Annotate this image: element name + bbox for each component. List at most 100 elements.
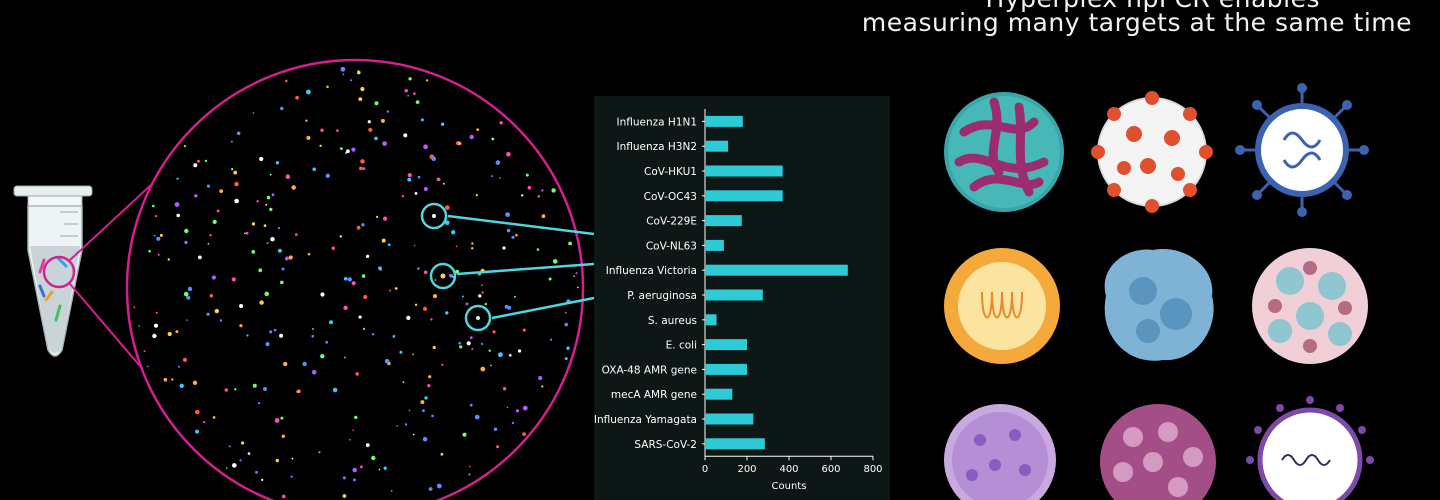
fluorescent-dot	[252, 383, 257, 388]
virus-icon-9	[1246, 396, 1374, 500]
fluorescent-dot	[548, 277, 552, 281]
fluorescent-dot	[184, 228, 189, 234]
bar-chart: Influenza H1N1 Influenza H3N2 CoV-HKU1 CoV-…	[594, 109, 883, 492]
fluorescent-dot	[536, 248, 540, 251]
fluorescent-dot	[415, 100, 420, 104]
fluorescent-dot	[475, 194, 478, 197]
bar-12	[705, 413, 754, 425]
fluorescent-dot	[234, 198, 239, 204]
fluorescent-dot	[302, 361, 307, 367]
fluorescent-dot	[318, 451, 321, 454]
virus-icon-5	[1104, 249, 1214, 361]
fluorescent-dot	[490, 364, 492, 367]
fluorescent-dot	[541, 214, 546, 219]
fluorescent-dot	[178, 365, 180, 368]
fluorescent-dot	[541, 189, 544, 192]
fluorescent-dot	[361, 274, 366, 278]
fluorescent-dot	[288, 255, 293, 260]
virus-icon-8	[1100, 404, 1216, 500]
fluorescent-dot	[522, 405, 528, 411]
fluorescent-dot	[187, 286, 193, 292]
fluorescent-dot	[384, 358, 390, 364]
fluorescent-dot	[502, 387, 507, 391]
bar-1	[705, 140, 729, 152]
fluorescent-dot	[493, 427, 498, 431]
fluorescent-dot	[342, 494, 347, 498]
fluorescent-dot	[269, 207, 273, 212]
fluorescent-dot	[280, 280, 284, 285]
fluorescent-dot	[174, 202, 180, 207]
fluorescent-dot	[186, 295, 191, 300]
fluorescent-dot	[498, 352, 503, 358]
fluorescent-dot	[507, 305, 512, 310]
fluorescent-dot	[357, 70, 361, 75]
fluorescent-dot	[550, 338, 553, 341]
fluorescent-dot	[295, 95, 299, 100]
fluorescent-dot	[241, 441, 245, 445]
fluorescent-dot	[414, 303, 418, 306]
fluorescent-dot	[352, 429, 355, 432]
fluorescent-dot	[206, 184, 211, 188]
fluorescent-dot	[406, 315, 411, 320]
fluorescent-dot	[167, 258, 170, 261]
fluorescent-dot	[224, 388, 229, 392]
fluorescent-dot	[231, 277, 236, 282]
fluorescent-dot	[312, 328, 314, 330]
fluorescent-dot	[481, 284, 483, 287]
fluorescent-dot	[271, 193, 275, 197]
fluorescent-dot	[394, 287, 398, 290]
fluorescent-dot	[265, 342, 270, 347]
fluorescent-dot	[246, 334, 249, 337]
fluorescent-dot	[295, 233, 298, 236]
fluorescent-dot	[356, 225, 361, 230]
x-tick-label: 0	[702, 464, 708, 475]
fluorescent-dot	[361, 223, 365, 227]
fluorescent-dot	[378, 468, 381, 471]
fluorescent-dot	[176, 213, 180, 218]
fluorescent-dot	[277, 248, 282, 253]
fluorescent-dot	[478, 294, 482, 298]
fluorescent-dot	[455, 245, 458, 248]
fluorescent-dot	[481, 291, 484, 294]
category-label: CoV-HKU1	[644, 166, 697, 178]
fluorescent-dot	[378, 266, 382, 271]
category-label: S. aureus	[648, 315, 697, 327]
fluorescent-dot	[365, 443, 370, 447]
fluorescent-dot	[444, 205, 450, 211]
fluorescent-dot	[459, 345, 463, 349]
category-label: CoV-OC43	[644, 191, 697, 203]
fluorescent-dot	[291, 457, 294, 460]
fluorescent-dot	[350, 79, 353, 82]
fluorescent-dot	[362, 167, 366, 171]
fluorescent-dot	[471, 247, 474, 250]
x-tick-label: 200	[737, 464, 756, 475]
fluorescent-dot	[263, 387, 267, 391]
fluorescent-dot	[407, 94, 409, 97]
fluorescent-dot	[424, 396, 428, 400]
fluorescent-dot	[319, 144, 322, 147]
fluorescent-dot	[244, 232, 246, 235]
fluorescent-dot	[564, 357, 568, 361]
fluorescent-dot	[469, 403, 473, 407]
fluorescent-dot	[442, 182, 445, 185]
fluorescent-dot	[194, 194, 198, 198]
fluorescent-dot	[234, 388, 237, 391]
fluorescent-dot	[263, 224, 267, 228]
category-label: OXA-48 AMR gene	[602, 364, 697, 376]
fluorescent-dot	[389, 289, 392, 292]
fluorescent-dot	[441, 363, 444, 366]
fluorescent-dot	[206, 312, 210, 316]
fluorescent-dot	[360, 465, 363, 469]
fluorescent-dot	[498, 177, 501, 179]
fluorescent-dot	[469, 465, 471, 468]
partition-droplets-icon	[125, 58, 585, 500]
fluorescent-dot	[351, 147, 356, 152]
fluorescent-dot	[285, 174, 291, 179]
fluorescent-dot	[451, 230, 456, 235]
fluorescent-dot	[171, 378, 174, 381]
fluorescent-dot	[527, 185, 532, 190]
fluorescent-dot	[225, 467, 228, 469]
fluorescent-dot	[344, 356, 346, 359]
fluorescent-dot	[281, 267, 285, 271]
fluorescent-dot	[343, 277, 348, 281]
